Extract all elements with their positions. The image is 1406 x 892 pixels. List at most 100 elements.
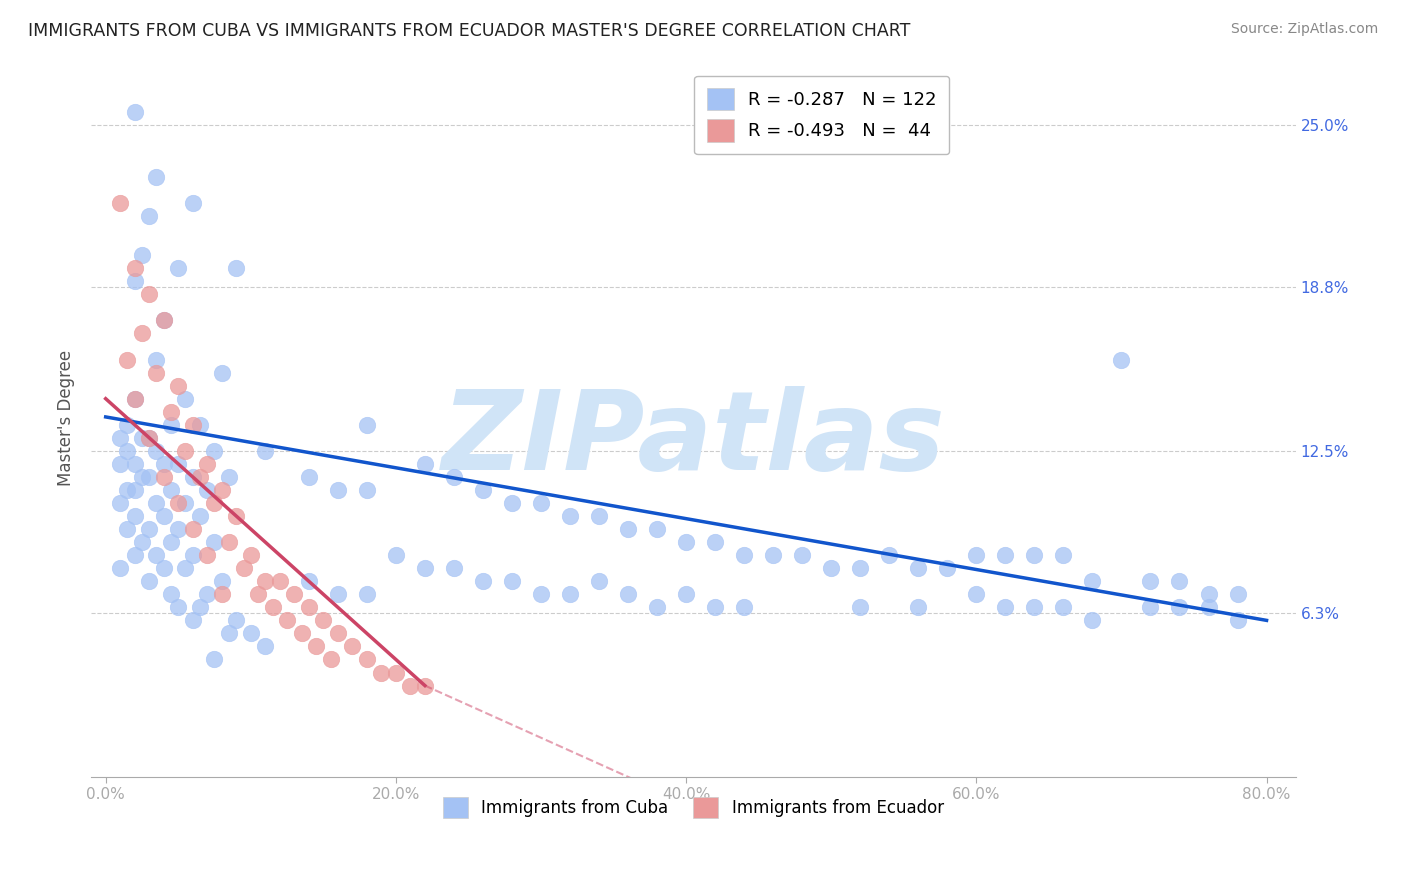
Point (326, 626, 349, 640)
Point (138, 209, 160, 223)
Point (298, 600, 321, 615)
Point (181, 196, 204, 211)
Point (181, 548, 204, 562)
Point (733, 600, 755, 615)
Point (558, 587, 581, 601)
Point (877, 548, 900, 562)
Point (145, 352, 167, 367)
Point (675, 587, 697, 601)
Point (617, 587, 640, 601)
Point (167, 261, 190, 276)
Point (218, 626, 240, 640)
Point (936, 561, 959, 575)
Point (239, 548, 262, 562)
Point (117, 522, 139, 536)
Point (225, 613, 247, 627)
Point (1198, 587, 1220, 601)
Point (124, 392, 146, 406)
Point (965, 587, 987, 601)
Point (1139, 600, 1161, 615)
Point (138, 431, 160, 445)
Point (160, 417, 183, 432)
Point (174, 443, 197, 458)
Point (174, 392, 197, 406)
Point (645, 522, 668, 536)
Point (704, 535, 727, 549)
Point (138, 574, 160, 589)
Point (1139, 574, 1161, 589)
Point (326, 483, 349, 497)
Text: Source: ZipAtlas.com: Source: ZipAtlas.com (1230, 22, 1378, 37)
Point (218, 535, 240, 549)
Point (117, 417, 139, 432)
Point (195, 548, 218, 562)
Point (413, 679, 436, 693)
Point (675, 535, 697, 549)
Point (588, 509, 610, 524)
Point (167, 457, 190, 471)
Point (124, 274, 146, 288)
Point (588, 574, 610, 589)
Point (298, 574, 321, 589)
Point (211, 574, 233, 589)
Point (305, 640, 328, 654)
Point (124, 392, 146, 406)
Point (356, 483, 378, 497)
Text: IMMIGRANTS FROM CUBA VS IMMIGRANTS FROM ECUADOR MASTER'S DEGREE CORRELATION CHAR: IMMIGRANTS FROM CUBA VS IMMIGRANTS FROM … (28, 22, 911, 40)
Point (152, 313, 174, 327)
Point (181, 522, 204, 536)
Point (356, 417, 378, 432)
Point (965, 548, 987, 562)
Point (211, 587, 233, 601)
Point (152, 457, 174, 471)
Point (254, 574, 277, 589)
Point (1226, 587, 1249, 601)
Point (762, 548, 785, 562)
Point (188, 470, 211, 484)
Point (399, 679, 422, 693)
Point (152, 470, 174, 484)
Point (108, 561, 131, 575)
Point (326, 587, 349, 601)
Point (160, 405, 183, 419)
Point (994, 548, 1017, 562)
Point (124, 457, 146, 471)
Point (211, 366, 233, 380)
Point (204, 535, 226, 549)
Point (167, 496, 190, 510)
Point (907, 561, 929, 575)
Point (218, 470, 240, 484)
Point (152, 313, 174, 327)
Point (145, 496, 167, 510)
Point (370, 665, 392, 680)
Point (254, 443, 277, 458)
Point (994, 600, 1017, 615)
Point (907, 600, 929, 615)
Point (471, 483, 494, 497)
Point (290, 626, 312, 640)
Point (195, 457, 218, 471)
Point (225, 509, 247, 524)
Point (385, 665, 408, 680)
Point (356, 652, 378, 666)
Point (188, 417, 211, 432)
Point (138, 431, 160, 445)
Point (152, 509, 174, 524)
Point (167, 600, 190, 615)
Point (342, 640, 364, 654)
Point (254, 640, 277, 654)
Point (131, 248, 153, 262)
Point (1081, 613, 1104, 627)
Point (181, 470, 204, 484)
Point (211, 483, 233, 497)
Point (792, 548, 814, 562)
Point (276, 613, 298, 627)
Point (1052, 600, 1074, 615)
Point (167, 522, 190, 536)
Point (849, 561, 872, 575)
Point (145, 548, 167, 562)
Point (558, 509, 581, 524)
Y-axis label: Master's Degree: Master's Degree (58, 351, 75, 486)
Point (160, 483, 183, 497)
Point (138, 287, 160, 301)
